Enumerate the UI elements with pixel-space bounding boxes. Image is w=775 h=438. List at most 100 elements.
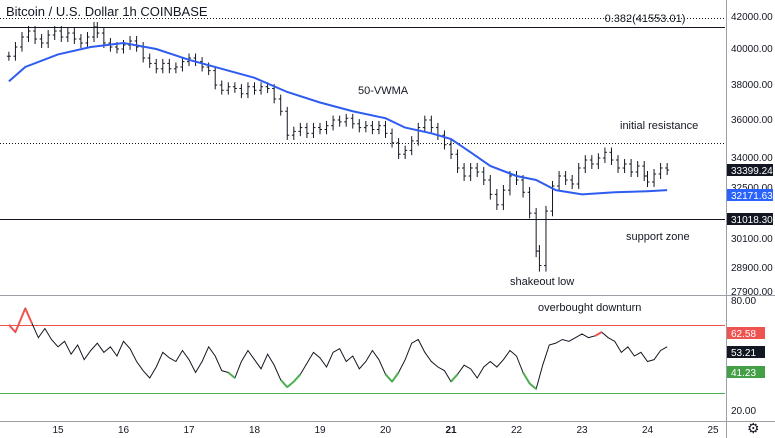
y-tick-label: 40000.00 xyxy=(731,44,773,55)
ohlc-bar xyxy=(403,145,408,159)
ohlc-bar xyxy=(331,115,336,131)
vwma-line xyxy=(8,42,668,196)
x-tick-label: 21 xyxy=(445,425,457,436)
rsi-y-tick: 80.00 xyxy=(731,296,756,307)
y-tick-label: 42000.00 xyxy=(731,12,773,23)
ohlc-bar xyxy=(213,66,218,90)
ohlc-bar xyxy=(78,34,83,49)
rsi-annotation: overbought downturn xyxy=(538,302,641,314)
ohlc-bar xyxy=(92,22,97,43)
ohlc-bar xyxy=(435,122,440,140)
price-badge: 33399.24 xyxy=(727,164,773,177)
ohlc-bar xyxy=(173,62,178,74)
ohlc-bar xyxy=(409,136,414,156)
rsi-y-tick: 20.00 xyxy=(731,406,756,417)
ohlc-bar xyxy=(442,130,447,150)
ohlc-bar xyxy=(635,160,640,177)
ohlc-bar xyxy=(39,34,44,49)
ohlc-bar xyxy=(521,174,526,198)
ohlc-bar xyxy=(46,30,51,49)
ohlc-bar xyxy=(59,26,64,43)
ohlc-bar xyxy=(13,42,18,61)
ohlc-bar xyxy=(147,53,152,68)
y-tick-label: 28900.00 xyxy=(731,263,773,274)
rsi-badge: 53.21 xyxy=(727,346,765,359)
y-tick-label: 38000.00 xyxy=(731,80,773,91)
ohlc-bar xyxy=(318,122,322,135)
ohlc-bar xyxy=(390,128,395,148)
ohlc-bar xyxy=(252,82,257,95)
rsi-pane: overbought downturn xyxy=(0,302,725,394)
ohlc-bar xyxy=(337,115,342,127)
ohlc-bar xyxy=(167,58,172,74)
rsi-highlight xyxy=(24,307,33,324)
ohlc-bar xyxy=(589,155,594,169)
ohlc-bar xyxy=(219,80,224,95)
ohlc-bar xyxy=(645,170,650,187)
svg-text:31018.30: 31018.30 xyxy=(731,215,773,226)
ohlc-bar xyxy=(259,82,264,95)
ohlc-bar xyxy=(160,58,165,74)
ohlc-bar xyxy=(193,53,198,67)
annotation-4: shakeout low xyxy=(510,276,574,288)
ohlc-bar xyxy=(278,94,283,116)
ohlc-bar xyxy=(514,170,519,185)
x-tick-label: 23 xyxy=(576,425,588,436)
ohlc-bar xyxy=(494,189,499,211)
x-tick-label: 15 xyxy=(52,425,64,436)
x-tick-label: 17 xyxy=(183,425,195,436)
ohlc-bar xyxy=(19,32,24,52)
ohlc-bar xyxy=(629,158,634,177)
ohlc-bar xyxy=(570,174,575,190)
ohlc-bar xyxy=(609,147,614,165)
price-badge: 31018.30 xyxy=(727,213,773,226)
ohlc-bar xyxy=(563,170,568,185)
ohlc-bar xyxy=(602,147,607,163)
ohlc-bar xyxy=(85,32,90,49)
ohlc-bar xyxy=(376,120,381,135)
ohlc-bar xyxy=(534,207,539,258)
price-badge: 32171.63 xyxy=(727,189,773,202)
annotation-2: initial resistance xyxy=(620,120,698,132)
rsi-highlight xyxy=(450,373,459,383)
ohlc-bar xyxy=(422,115,427,133)
ohlc-bar xyxy=(455,149,460,173)
ohlc-bar xyxy=(52,26,57,41)
ohlc-bar xyxy=(550,180,555,217)
y-tick-label: 30100.00 xyxy=(731,234,773,245)
ohlc-bar xyxy=(488,174,493,200)
annotation-1: 50-VWMA xyxy=(358,85,409,97)
rsi-line xyxy=(8,307,668,390)
ohlc-bar xyxy=(298,122,303,137)
ohlc-bar xyxy=(311,122,316,139)
ohlc-bar xyxy=(507,170,512,196)
gear-icon[interactable]: ⚙ xyxy=(747,420,760,436)
rsi-highlight xyxy=(14,307,27,333)
rsi-highlight xyxy=(279,379,288,388)
ohlc-bar xyxy=(72,28,77,45)
ohlc-bar xyxy=(33,26,38,45)
ohlc-bar xyxy=(462,162,467,181)
x-tick-label: 19 xyxy=(314,425,326,436)
ohlc-bar xyxy=(416,122,421,146)
ohlc-bar xyxy=(583,155,588,173)
ohlc-bar xyxy=(527,186,532,219)
svg-text:33399.24: 33399.24 xyxy=(731,166,773,177)
ohlc-bar xyxy=(449,139,453,159)
ohlc-bar xyxy=(65,28,70,43)
ohlc-bar xyxy=(501,184,506,211)
ohlc-bar xyxy=(26,26,31,43)
y-tick-label: 32500.00 xyxy=(731,183,773,194)
rsi-badge: 62.58 xyxy=(727,327,765,340)
ohlc-bar xyxy=(537,245,542,272)
svg-text:62.58: 62.58 xyxy=(731,329,756,340)
chart-title: Bitcoin / U.S. Dollar 1h COINBASE xyxy=(6,4,208,19)
x-tick-label: 18 xyxy=(249,425,261,436)
ohlc-bar xyxy=(652,168,657,187)
rsi-highlight xyxy=(384,373,393,383)
ohlc-bar xyxy=(429,115,434,133)
x-tick-label: 22 xyxy=(511,425,523,436)
y-tick-label: 36000.00 xyxy=(731,115,773,126)
ohlc-bar xyxy=(658,162,663,179)
